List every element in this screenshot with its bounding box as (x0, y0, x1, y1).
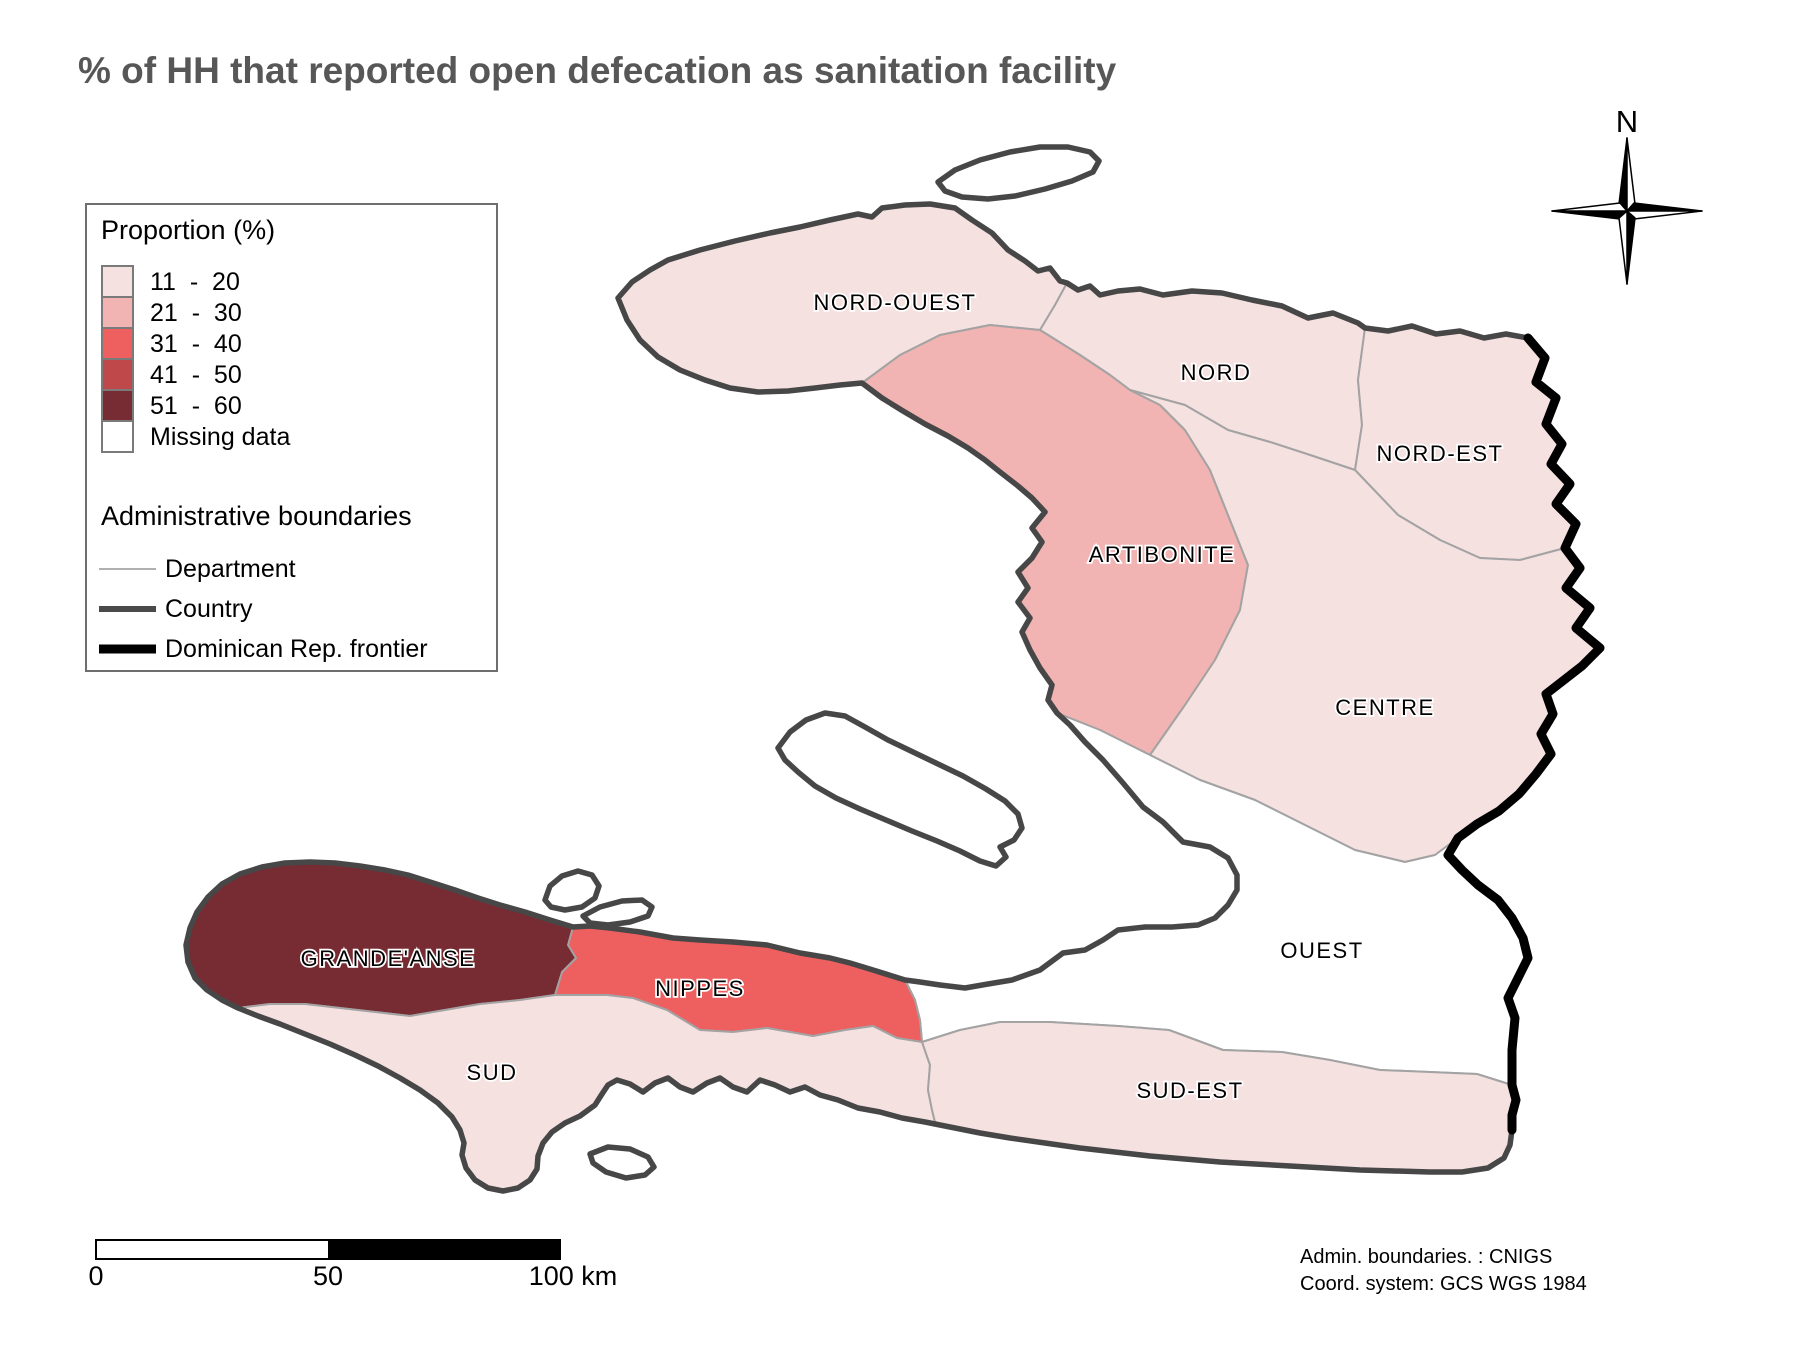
legend: Proportion (%) 11 - 20 21 - 30 31 - 40 4… (85, 203, 498, 672)
legend-row-label: Department (165, 554, 296, 583)
label-sud: SUD (467, 1060, 518, 1085)
legend-row-country: Country (99, 589, 428, 629)
island-gonave (775, 710, 1025, 869)
swatch-31-40 (101, 327, 134, 360)
frontier-line-sample (99, 644, 156, 654)
legend-row-department: Department (99, 549, 428, 589)
label-nippes: NIPPES (655, 976, 745, 1001)
legend-proportion-title: Proportion (%) (101, 215, 276, 245)
swatch-missing (101, 420, 134, 453)
island-ile-a-vache (587, 1144, 657, 1181)
legend-class-label: 41 - 50 (150, 361, 242, 389)
legend-class-labels: 11 - 20 21 - 30 31 - 40 41 - 50 51 - 60 … (150, 267, 290, 453)
island-nippes-islet (580, 897, 655, 928)
label-nord: NORD (1181, 360, 1252, 385)
scale-label-100: 100 km (528, 1261, 618, 1291)
scale-bar-first-half (97, 1241, 328, 1258)
swatch-11-20 (101, 265, 134, 298)
department-line-sample (99, 568, 156, 570)
legend-boundary-rows: Department Country Dominican Rep. fronti… (99, 549, 428, 669)
legend-class-label: 21 - 30 (150, 299, 242, 327)
legend-row-frontier: Dominican Rep. frontier (99, 629, 428, 669)
page-title: % of HH that reported open defecation as… (78, 50, 1117, 91)
country-line-sample (99, 606, 156, 612)
scale-label-50: 50 (312, 1261, 344, 1291)
scale-bar-second-half (328, 1241, 559, 1258)
credit-coord-system: Coord. system: GCS WGS 1984 (1300, 1273, 1587, 1295)
legend-class-label: 51 - 60 (150, 392, 242, 420)
map-labels: NORD-OUEST NORD NORD-EST ARTIBONITE CENT… (299, 288, 1504, 1105)
compass-star-icon (1551, 137, 1703, 285)
legend-class-label: 11 - 20 (150, 268, 240, 296)
north-arrow-label: N (1616, 104, 1638, 139)
credit-admin-boundaries: Admin. boundaries. : CNIGS (1300, 1246, 1553, 1268)
islands (542, 144, 1102, 1181)
legend-row-label: Dominican Rep. frontier (165, 634, 428, 663)
island-grande-cayemite (542, 868, 602, 913)
label-sud-est: SUD-EST (1136, 1078, 1243, 1103)
dominican-frontier-line (1443, 333, 1605, 1135)
label-artibonite: ARTIBONITE (1089, 542, 1236, 567)
label-ouest: OUEST (1280, 938, 1363, 963)
country-outline (183, 201, 1531, 1194)
department-grande-anse (185, 861, 577, 1017)
swatch-21-30 (101, 296, 134, 329)
legend-class-label: 31 - 40 (150, 330, 242, 358)
legend-swatches (101, 265, 134, 453)
credits: Admin. boundaries. : CNIGS Coord. system… (1300, 1244, 1587, 1298)
label-nord-est: NORD-EST (1377, 441, 1504, 466)
legend-boundaries-title: Administrative boundaries (101, 501, 412, 531)
swatch-51-60 (101, 389, 134, 422)
island-tortue (935, 144, 1102, 202)
label-centre: CENTRE (1335, 695, 1434, 720)
legend-class-label: Missing data (150, 423, 291, 451)
scale-label-0: 0 (88, 1261, 104, 1291)
swatch-41-50 (101, 358, 134, 391)
north-arrow: N (1551, 104, 1703, 285)
label-nord-ouest: NORD-OUEST (814, 290, 977, 315)
legend-row-label: Country (165, 594, 253, 623)
scale-bar (95, 1239, 561, 1260)
label-grande-anse: GRANDE'ANSE (301, 946, 476, 971)
